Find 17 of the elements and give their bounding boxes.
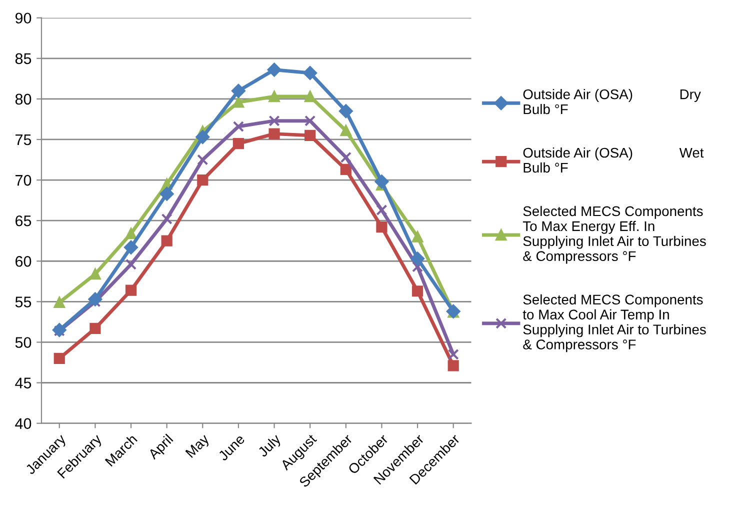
legend-label: Outside Air (OSA) Wet Bulb °F [523, 147, 704, 173]
y-tick-label: 45 [15, 378, 32, 388]
y-tick-label: 50 [15, 337, 32, 348]
x-tick-label: May [185, 433, 212, 460]
x-tick-label: July [256, 433, 284, 460]
y-tick-label: 90 [15, 12, 32, 24]
y-tick-label: 40 [15, 418, 32, 429]
y-tick-label: 80 [15, 94, 32, 105]
y-tick-label: 70 [16, 174, 32, 186]
legend-label: Outside Air (OSA) Dry Bulb °F [523, 89, 701, 114]
y-tick-label: 65 [16, 215, 32, 226]
y-tick-label: 75 [16, 134, 32, 146]
legend-label: Selected MECS Components To Max Energy Eff. In Supplying Inlet Air to Turbines & Compressors °F [522, 206, 706, 264]
y-tick-label: 60 [16, 256, 32, 267]
y-tick-label: 55 [15, 296, 32, 308]
legend-label: Selected MECS Components to Max Cool Air Temp In Supplying Inlet Air to Turbines & Compressors °F [522, 294, 706, 352]
y-tick-label: 85 [15, 53, 32, 64]
